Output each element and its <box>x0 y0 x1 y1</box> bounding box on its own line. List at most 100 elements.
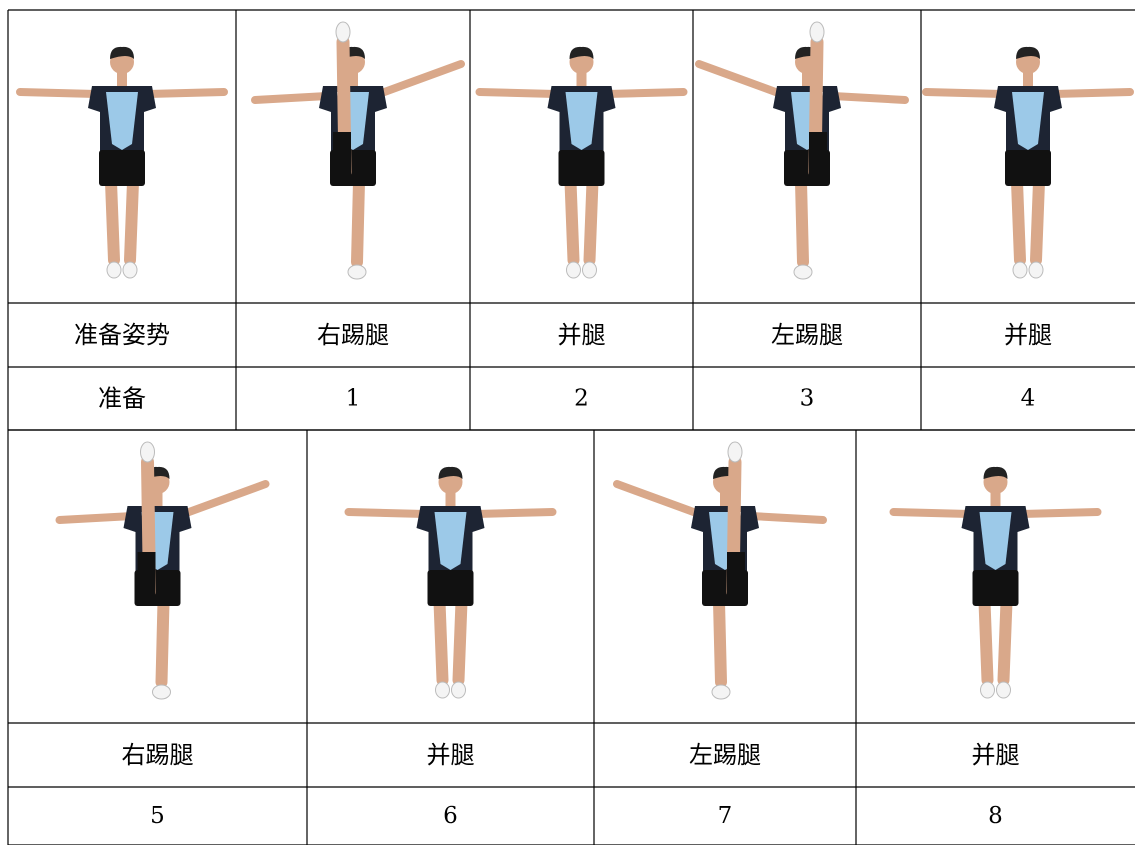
figure <box>55 441 270 700</box>
leg <box>1011 176 1026 266</box>
neck <box>117 72 127 86</box>
shorts <box>1005 150 1051 186</box>
count: 5 <box>150 803 165 829</box>
leg <box>105 176 120 266</box>
neck <box>1023 72 1033 86</box>
leg <box>978 596 994 686</box>
leg <box>795 176 809 268</box>
raised-shorts <box>727 552 745 600</box>
arm <box>55 512 136 524</box>
arm <box>747 512 827 524</box>
move-label: 并腿 <box>427 741 475 769</box>
figure <box>344 466 557 699</box>
shoe <box>996 681 1011 699</box>
neck <box>445 492 456 506</box>
raised-shorts <box>809 132 827 180</box>
arm <box>613 480 703 518</box>
arm <box>889 508 974 518</box>
arm <box>16 88 100 98</box>
neck <box>802 72 812 86</box>
move-label: 并腿 <box>1004 321 1052 349</box>
shoe <box>1028 261 1044 279</box>
leg <box>124 176 139 266</box>
count: 4 <box>1021 386 1036 412</box>
neck <box>348 72 358 86</box>
neck <box>720 492 730 506</box>
shorts <box>99 150 145 186</box>
shirt-pattern <box>565 92 598 150</box>
shirt-pattern <box>106 92 138 150</box>
shoe <box>711 684 731 700</box>
count: 8 <box>988 803 1003 829</box>
shoe <box>140 441 155 463</box>
count: 1 <box>346 386 361 412</box>
leg <box>564 176 580 266</box>
move-label: 准备姿势 <box>74 321 170 349</box>
leg <box>997 596 1013 686</box>
count: 准备 <box>98 385 146 413</box>
figure <box>889 466 1102 699</box>
shoe <box>451 681 466 699</box>
figure <box>613 441 827 700</box>
figure <box>251 21 465 280</box>
figure <box>475 46 688 279</box>
leg <box>433 596 449 686</box>
move-label: 并腿 <box>972 741 1020 769</box>
figure <box>16 46 228 279</box>
shoe <box>435 681 450 699</box>
hair <box>110 46 134 59</box>
arm <box>1017 508 1102 518</box>
raised-shorts <box>137 552 156 600</box>
shorts <box>558 150 605 186</box>
count: 6 <box>443 803 458 829</box>
leg <box>1030 176 1045 266</box>
shoe <box>335 21 351 43</box>
shoe <box>347 264 367 280</box>
shoe <box>152 684 171 700</box>
arm <box>179 480 270 518</box>
neck <box>152 492 163 506</box>
leg <box>452 596 468 686</box>
leg <box>155 596 170 688</box>
shoe <box>793 264 813 280</box>
hair <box>983 466 1008 479</box>
shoe <box>106 261 122 279</box>
shorts <box>972 570 1019 606</box>
hair <box>569 46 594 59</box>
neck <box>576 72 587 86</box>
shoe <box>980 681 995 699</box>
shoe <box>1012 261 1028 279</box>
arm <box>144 88 228 98</box>
arm <box>475 88 560 98</box>
arm <box>922 88 1006 98</box>
leg <box>713 596 727 688</box>
shoe <box>727 441 743 463</box>
arm <box>472 508 557 518</box>
shirt-pattern <box>1012 92 1044 150</box>
figure <box>695 21 909 280</box>
shirt-pattern <box>979 512 1012 570</box>
shoe <box>582 261 597 279</box>
arm <box>375 60 465 98</box>
arm <box>829 92 909 104</box>
count: 3 <box>800 386 815 412</box>
move-label: 左踢腿 <box>771 321 843 349</box>
leg <box>583 176 599 266</box>
shoe <box>122 261 138 279</box>
hair <box>1016 46 1040 59</box>
move-label: 右踢腿 <box>317 321 389 349</box>
arm <box>251 92 331 104</box>
hair <box>438 466 463 479</box>
raised-shorts <box>333 132 351 180</box>
arm <box>1050 88 1134 98</box>
move-label: 左踢腿 <box>689 741 761 769</box>
shoe <box>809 21 825 43</box>
figure <box>922 46 1134 279</box>
arm <box>603 88 688 98</box>
shirt-pattern <box>434 512 467 570</box>
arm <box>695 60 785 98</box>
move-label: 右踢腿 <box>122 741 194 769</box>
leg <box>351 176 365 268</box>
arm <box>344 508 429 518</box>
